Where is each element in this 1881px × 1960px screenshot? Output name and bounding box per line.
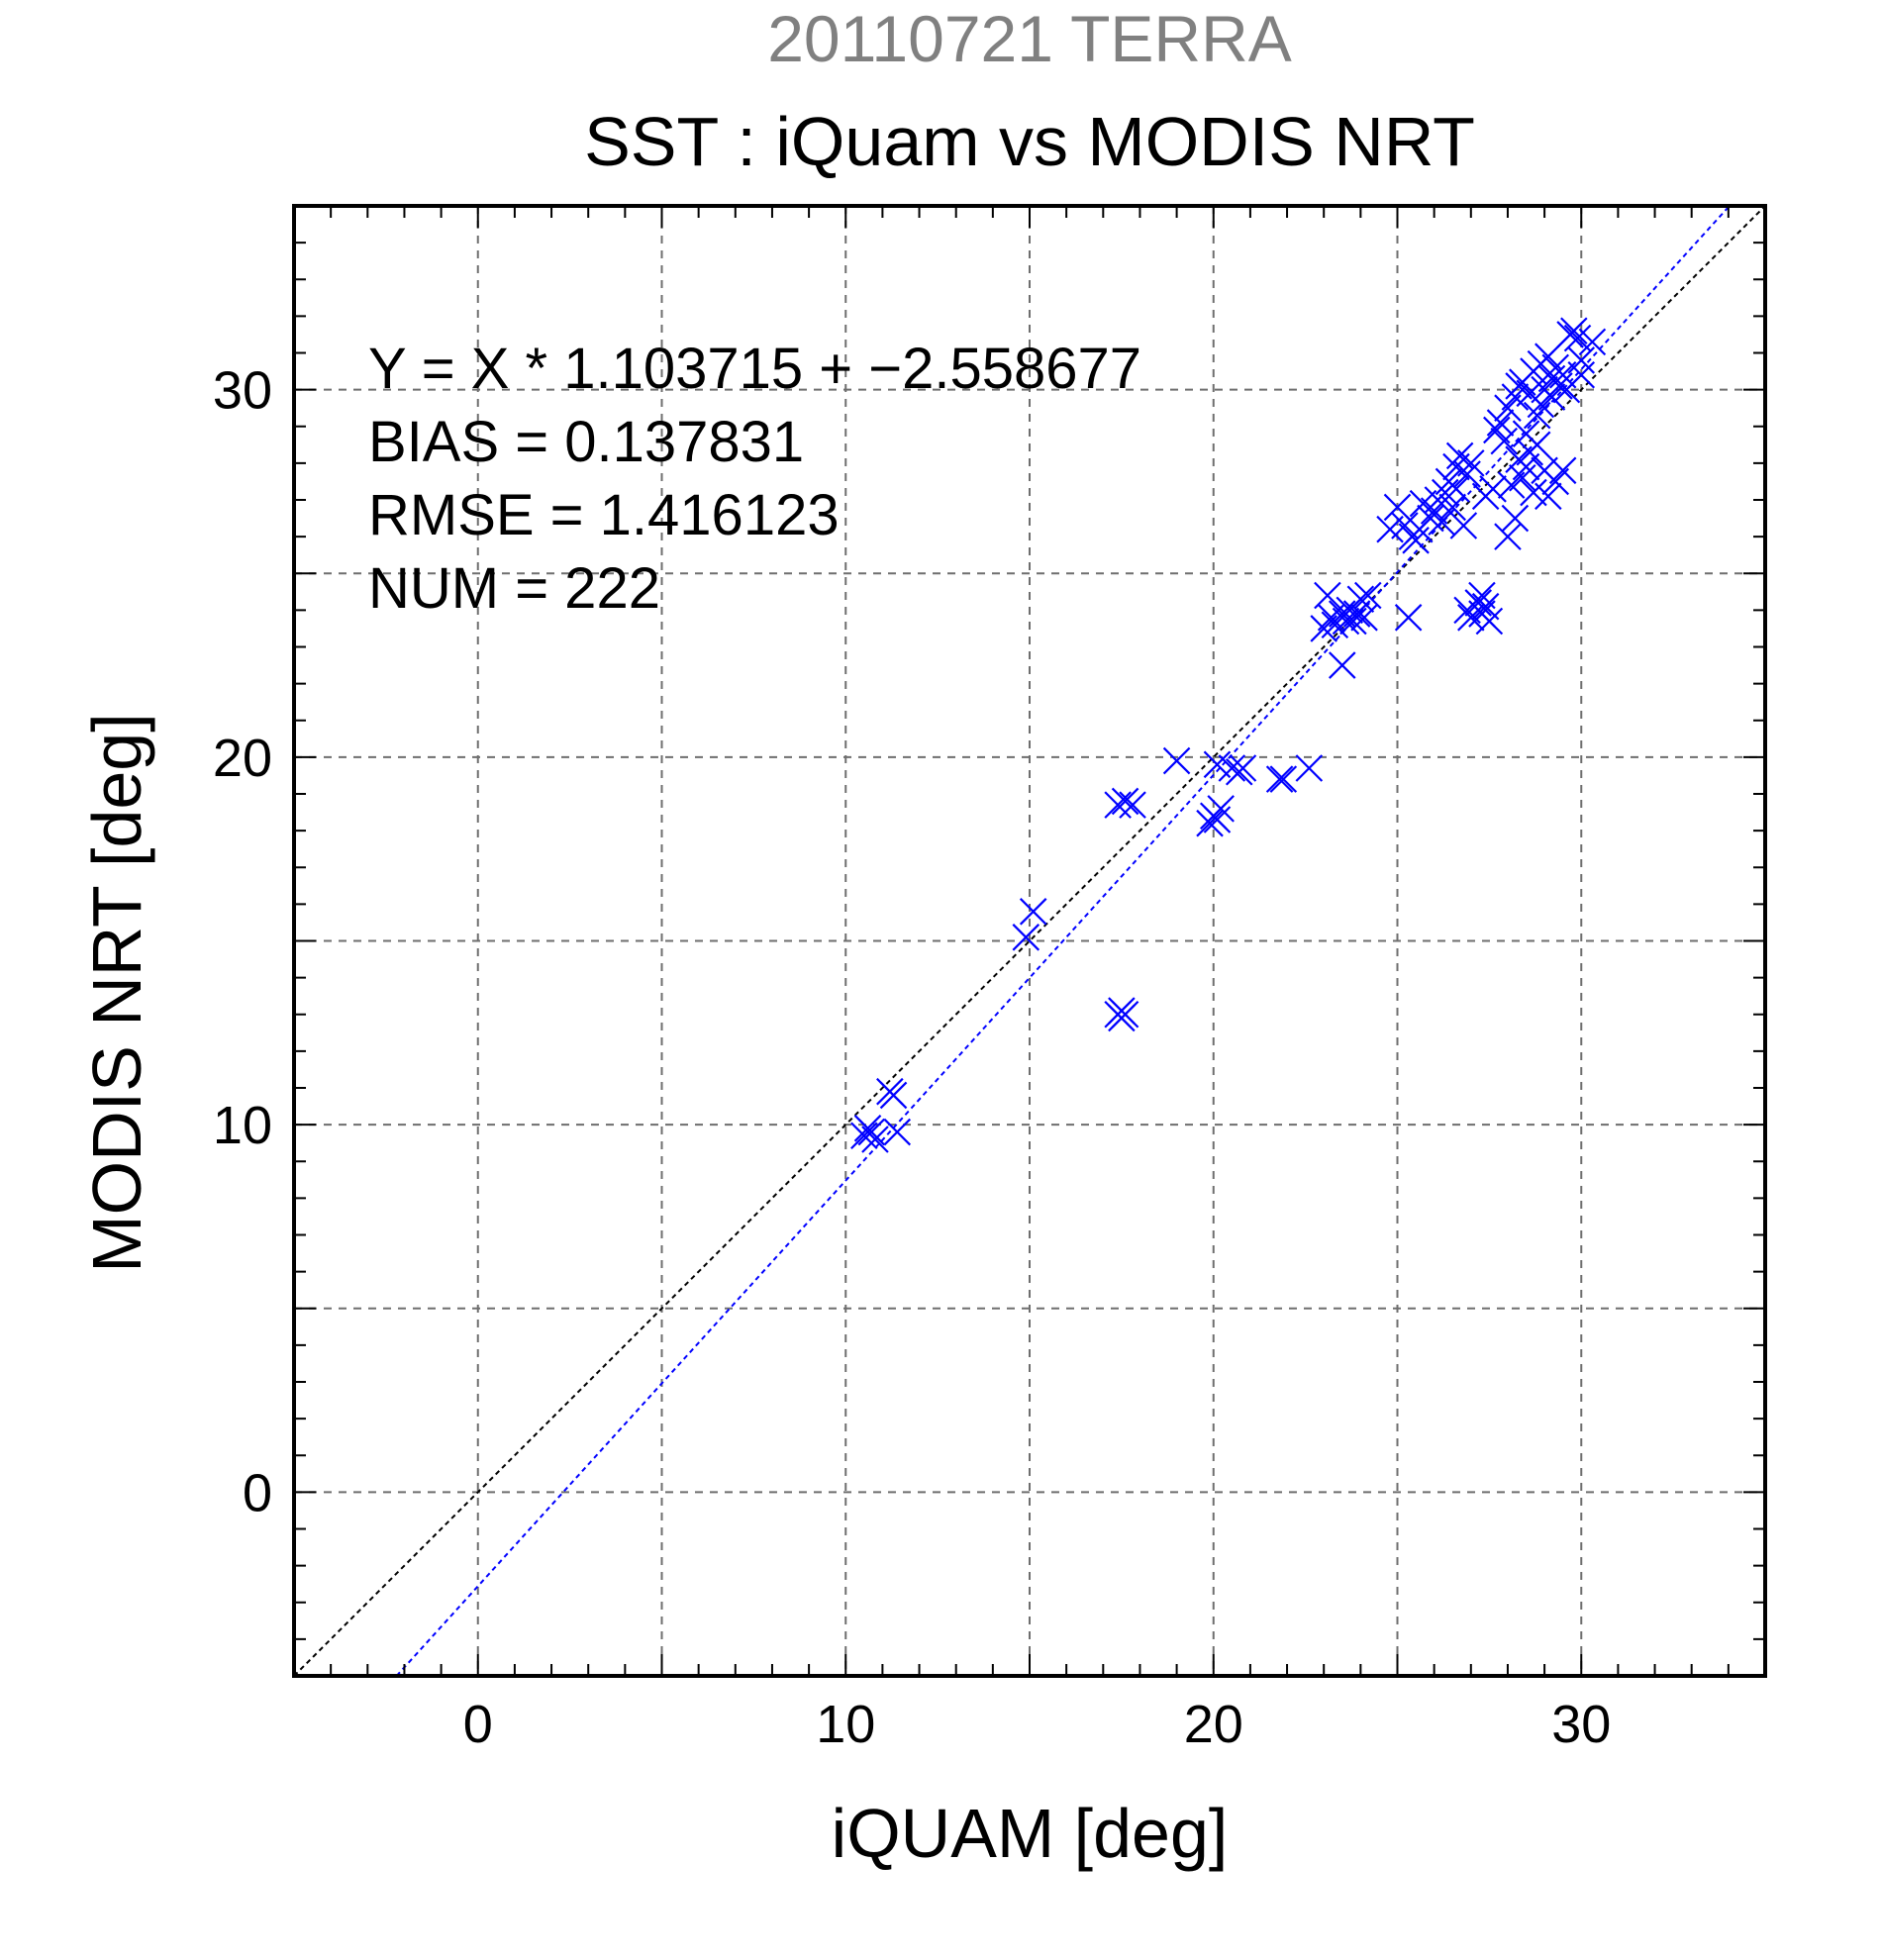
data-point [1560, 317, 1588, 345]
data-point [1203, 806, 1232, 833]
data-point [1509, 463, 1536, 492]
data-point [1119, 791, 1146, 819]
fit-equation: Y = X * 1.103715 + −2.558677 [368, 337, 1141, 401]
data-points [850, 317, 1607, 1153]
data-point [1218, 754, 1246, 782]
data-point [1453, 460, 1481, 488]
data-point [1354, 581, 1382, 610]
data-point [1295, 754, 1324, 782]
x-tick-label: 10 [816, 1695, 875, 1754]
x-tick-label: 20 [1184, 1695, 1243, 1754]
data-point [1111, 1000, 1139, 1029]
data-point [1383, 493, 1412, 522]
data-point [1449, 512, 1478, 539]
data-point [1346, 585, 1375, 614]
data-point [1162, 746, 1191, 775]
data-point [1545, 372, 1573, 400]
data-point [1417, 504, 1444, 533]
num-stat: NUM = 222 [368, 556, 660, 621]
x-tick-label: 30 [1551, 1695, 1611, 1754]
data-point [1104, 791, 1132, 819]
x-axis-label: iQUAM [deg] [832, 1795, 1229, 1872]
data-point [1523, 431, 1551, 459]
data-point [879, 1081, 908, 1110]
rmse-stat: RMSE = 1.416123 [368, 483, 840, 547]
ref-line-fit [395, 205, 1731, 1677]
data-point [1012, 924, 1040, 951]
data-point [1494, 523, 1522, 550]
tick-labels: 0 10 20 30 0 10 20 30 [213, 361, 1611, 1754]
data-point [1269, 765, 1298, 793]
data-point [1486, 409, 1515, 437]
ref-line-1:1 [293, 205, 1766, 1677]
stats-box: Y = X * 1.103715 + −2.558677 BIAS = 0.13… [368, 337, 1141, 621]
data-point [1534, 482, 1562, 511]
data-point [1523, 401, 1551, 430]
data-point [857, 1118, 886, 1146]
y-tick-label: 10 [213, 1096, 272, 1155]
grid-lines [294, 206, 1765, 1676]
data-point [1225, 757, 1253, 786]
data-point [850, 1122, 878, 1150]
data-point [1196, 809, 1224, 837]
chart-supertitle: 20110721 TERRA [767, 2, 1292, 75]
data-point [1475, 607, 1504, 636]
data-point [861, 1126, 889, 1153]
data-point [1457, 449, 1485, 477]
data-point [1457, 604, 1485, 632]
data-point [1329, 651, 1356, 679]
data-point [1394, 604, 1423, 632]
data-point [1432, 478, 1459, 507]
data-point [1111, 787, 1139, 816]
data-point [883, 1118, 912, 1146]
y-tick-label: 0 [243, 1463, 272, 1522]
data-point [1578, 328, 1607, 356]
y-axis-label: MODIS NRT [deg] [78, 713, 155, 1272]
data-point [1468, 581, 1496, 610]
plot-frame [292, 204, 1767, 1678]
data-point [1479, 475, 1507, 503]
y-tick-label: 20 [213, 729, 272, 788]
data-point [1442, 475, 1470, 503]
data-point [1402, 527, 1430, 554]
data-point [1464, 589, 1493, 617]
data-point [1207, 795, 1235, 823]
bias-stat: BIAS = 0.137831 [368, 410, 804, 474]
chart-title: SST : iQuam vs MODIS NRT [584, 103, 1475, 180]
data-point [1567, 360, 1596, 389]
reference-lines [293, 205, 1766, 1677]
data-point [1501, 504, 1530, 533]
x-tick-label: 0 [463, 1695, 493, 1754]
data-point [1019, 898, 1047, 926]
data-point [1438, 493, 1466, 522]
data-point [1339, 607, 1367, 636]
data-point [1490, 427, 1519, 455]
data-point [1428, 508, 1455, 537]
y-tick-label: 30 [213, 361, 272, 421]
data-point [1567, 346, 1596, 374]
data-point [1548, 456, 1577, 485]
data-point [1265, 765, 1294, 793]
